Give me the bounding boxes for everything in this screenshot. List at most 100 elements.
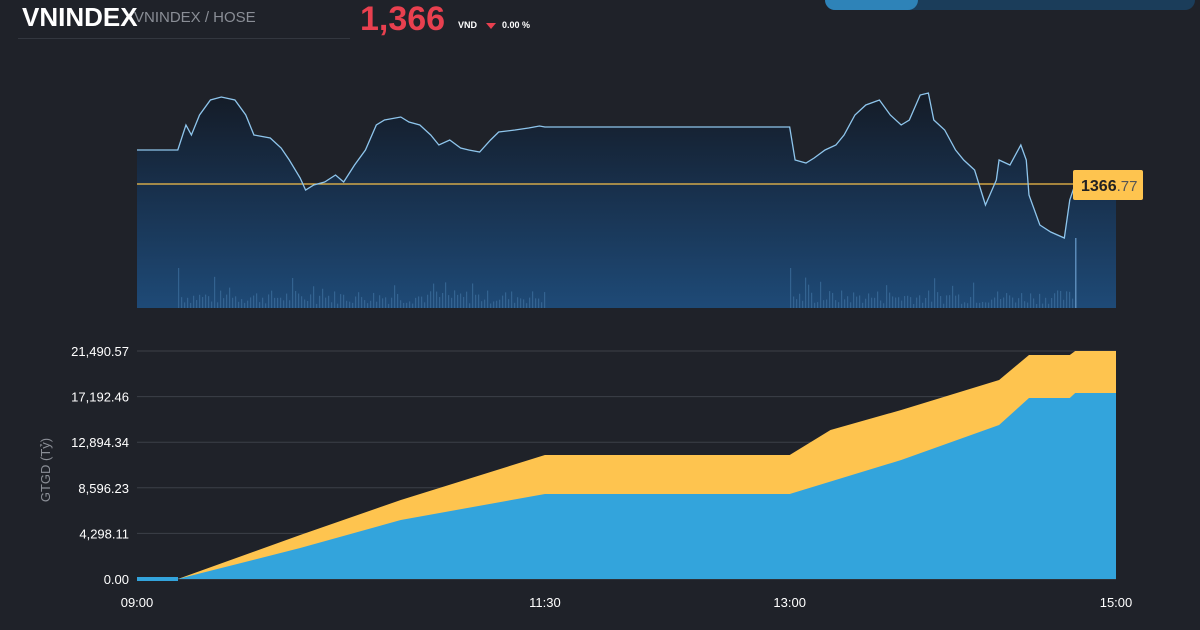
volume-bar	[196, 300, 198, 308]
volume-bar	[892, 296, 894, 308]
volume-bar	[796, 299, 798, 308]
volume-bar	[874, 297, 876, 308]
volume-bar	[541, 302, 543, 308]
volume-bar	[520, 298, 522, 308]
volume-bar	[514, 302, 516, 308]
volume-bar	[382, 298, 384, 308]
volume-bar	[799, 293, 801, 308]
volume-bar	[823, 300, 825, 308]
volume-bar	[844, 299, 846, 308]
volume-bar	[310, 294, 312, 308]
reference-label-dec: .77	[1117, 178, 1138, 195]
volume-bar	[1051, 297, 1053, 308]
volume-bar	[256, 293, 258, 308]
volume-bar	[490, 303, 492, 308]
volume-bar	[298, 293, 300, 308]
volume-bar	[814, 302, 816, 308]
volume-bar	[214, 276, 216, 308]
volume-bar	[991, 299, 993, 308]
volume-bar	[832, 292, 834, 308]
volume-bar	[364, 300, 366, 308]
volume-bar	[517, 297, 519, 308]
volume-bar	[280, 297, 282, 308]
volume-bar	[361, 297, 363, 308]
volume-bar	[922, 302, 924, 308]
volume-bar	[1024, 301, 1026, 308]
volume-bar	[535, 298, 537, 308]
volume-bar	[850, 302, 852, 308]
volume-bar	[349, 301, 351, 308]
volume-bar	[445, 282, 447, 308]
volume-value-chart: 0.00 4,298.11 8,596.23 12,894.34 17,192.46 21…	[71, 344, 1132, 610]
current-price: 1,366	[360, 0, 446, 38]
volume-bar	[331, 302, 333, 308]
volume-bar	[1063, 299, 1065, 308]
reference-label-box	[1073, 170, 1143, 200]
volume-bar	[1054, 293, 1056, 308]
volume-bar	[946, 295, 948, 308]
volume-bar	[487, 290, 489, 308]
volume-bar	[211, 301, 213, 308]
volume-bar	[838, 302, 840, 308]
volume-bar	[178, 268, 180, 308]
volume-bar	[388, 303, 390, 308]
price-chart	[137, 92, 1116, 308]
price-line	[137, 92, 1076, 239]
volume-bar	[460, 293, 462, 308]
y-tick-label: 0.00	[104, 572, 129, 587]
volume-bar	[847, 296, 849, 308]
volume-bar	[484, 299, 486, 308]
volume-bar	[250, 297, 252, 308]
volume-bar	[448, 295, 450, 308]
volume-bar	[385, 297, 387, 308]
volume-bar	[937, 292, 939, 308]
tab-1-week[interactable]: 1 TUẦN	[918, 0, 1011, 10]
volume-bar	[856, 296, 858, 308]
volume-bar	[907, 295, 909, 308]
volume-bar	[469, 303, 471, 308]
volume-bar	[223, 298, 225, 308]
volume-bar	[457, 294, 459, 308]
volume-bar	[400, 300, 402, 308]
volume-bar	[1018, 298, 1020, 308]
volume-bar	[1039, 293, 1041, 308]
volume-bar	[1072, 298, 1074, 308]
volume-bar	[1015, 302, 1017, 308]
volume-bar	[499, 299, 501, 308]
volume-bar	[274, 297, 276, 308]
volume-bar	[379, 295, 381, 308]
volume-bar	[340, 294, 342, 308]
x-tick-label: 13:00	[773, 595, 806, 610]
volume-bar	[985, 302, 987, 308]
volume-bar	[1048, 303, 1050, 308]
volume-bar	[859, 295, 861, 308]
volume-bar	[472, 283, 474, 308]
volume-bar	[862, 302, 864, 308]
volume-bar	[376, 301, 378, 308]
volume-bar	[886, 285, 888, 308]
volume-bar	[271, 290, 273, 308]
volume-bar	[433, 283, 435, 308]
volume-bar	[1000, 298, 1002, 308]
volume-bar	[190, 302, 192, 308]
volume-bar	[982, 301, 984, 308]
volume-bar	[337, 303, 339, 308]
volume-bar	[997, 291, 999, 308]
tab-1-month[interactable]: 1 THÁNG	[1010, 0, 1103, 10]
volume-bar	[466, 291, 468, 308]
volume-bar	[394, 285, 396, 308]
volume-bar	[511, 291, 513, 308]
volume-bar	[208, 296, 210, 308]
volume-bar	[961, 303, 963, 308]
volume-bar	[451, 297, 453, 308]
volume-bar	[247, 300, 249, 308]
tab-1-day[interactable]: 1 NGÀY	[825, 0, 918, 10]
volume-bar	[532, 291, 534, 308]
volume-bar	[496, 300, 498, 308]
volume-bar	[913, 303, 915, 308]
volume-bar	[328, 295, 330, 308]
volume-bar	[334, 291, 336, 308]
volume-bar	[895, 297, 897, 308]
change-percent: 0.00 %	[502, 20, 531, 30]
tab-3-months[interactable]: 3 THÁNG	[1103, 0, 1196, 10]
